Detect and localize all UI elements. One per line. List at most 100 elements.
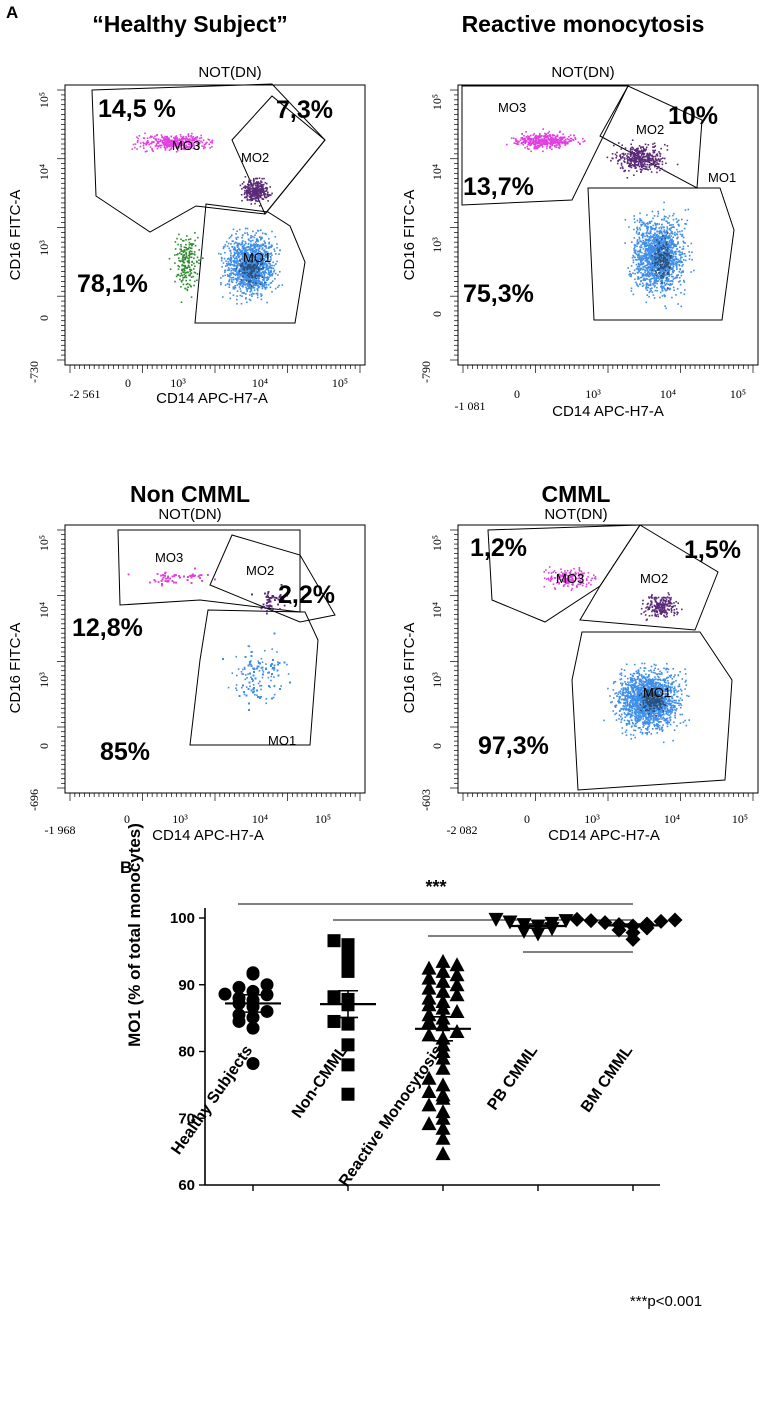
cell-event <box>627 267 629 269</box>
cell-event <box>642 261 645 264</box>
cell-event <box>555 139 557 141</box>
cell-event <box>184 137 186 140</box>
cell-event <box>249 273 252 275</box>
cell-event <box>265 196 268 199</box>
cell-event <box>679 280 681 282</box>
cell-event <box>243 255 245 258</box>
cell-event <box>668 253 670 255</box>
cell-event <box>672 214 674 217</box>
cell-event <box>193 253 196 255</box>
cell-event <box>660 257 663 259</box>
cell-event <box>144 150 147 153</box>
cell-event <box>670 224 673 226</box>
cell-event <box>175 139 178 142</box>
cell-event <box>633 249 636 252</box>
cell-event <box>260 298 263 301</box>
cell-event <box>182 256 184 259</box>
cell-event <box>566 142 568 145</box>
cell-event <box>644 242 646 245</box>
cell-event <box>688 258 691 260</box>
cell-event <box>234 241 237 244</box>
cell-event <box>252 193 254 195</box>
cell-event <box>658 245 661 248</box>
cell-event <box>187 254 190 257</box>
cell-event <box>166 146 168 149</box>
cell-event <box>260 186 263 189</box>
cell-event <box>238 252 240 254</box>
cell-event <box>640 150 643 153</box>
panel-a-label: A <box>6 3 18 22</box>
cell-event <box>532 139 534 141</box>
cell-event <box>247 263 250 265</box>
cell-event <box>629 150 632 152</box>
cell-event <box>156 140 159 143</box>
cell-event <box>181 269 184 272</box>
cell-event <box>149 135 152 138</box>
cell-event <box>237 262 239 265</box>
cell-event <box>246 268 249 270</box>
cell-event <box>264 255 266 257</box>
cell-event <box>194 265 196 268</box>
cell-event <box>516 143 519 145</box>
cell-event <box>196 273 199 275</box>
cell-event <box>266 193 269 195</box>
cell-event <box>260 180 262 182</box>
cell-event <box>633 152 635 155</box>
cell-event <box>159 140 161 143</box>
cell-event <box>187 138 189 141</box>
cell-event <box>260 254 262 256</box>
cell-event <box>636 158 638 161</box>
cell-event <box>681 265 683 267</box>
cell-event <box>636 245 638 248</box>
cell-event <box>633 215 635 217</box>
cell-event <box>200 134 202 137</box>
gate-name-mo1: MO1 <box>243 250 271 265</box>
cell-event <box>650 264 652 266</box>
cell-event <box>198 142 201 144</box>
x-axis-label: CD14 APC-H7-A <box>156 390 268 407</box>
cell-event <box>621 166 624 168</box>
cell-event <box>131 148 134 150</box>
cell-event <box>660 228 663 230</box>
cell-event <box>260 229 262 231</box>
cell-event <box>258 195 261 198</box>
cell-event <box>260 293 262 295</box>
cell-event <box>177 253 179 255</box>
cell-event <box>258 283 261 285</box>
cell-event <box>662 260 664 262</box>
cell-event <box>655 234 658 237</box>
cell-event <box>243 274 245 277</box>
cell-event <box>245 242 247 245</box>
cell-event <box>626 156 629 159</box>
cell-event <box>638 263 641 266</box>
cell-event <box>668 273 670 275</box>
cell-event <box>260 236 262 239</box>
cell-event <box>257 197 259 200</box>
cell-event <box>646 163 648 166</box>
cell-event <box>226 258 229 260</box>
cell-event <box>621 144 623 146</box>
cell-event <box>632 272 634 274</box>
cell-event <box>644 244 646 246</box>
cell-event <box>637 255 639 257</box>
cell-event <box>584 140 586 142</box>
cell-event <box>248 282 250 285</box>
cell-event <box>630 275 632 278</box>
cell-event <box>260 295 262 297</box>
cell-event <box>660 158 662 160</box>
cell-event <box>678 250 681 252</box>
cell-event <box>255 177 257 180</box>
cell-event <box>657 259 659 261</box>
cell-event <box>181 258 184 260</box>
cell-event <box>238 271 240 273</box>
cell-event <box>249 266 251 268</box>
cell-event <box>515 138 517 140</box>
cell-event <box>174 136 177 138</box>
cell-event <box>235 242 238 244</box>
cell-event <box>230 277 233 279</box>
cell-event <box>144 132 146 135</box>
cell-event <box>255 245 257 247</box>
cell-event <box>680 253 683 256</box>
cell-event <box>251 198 253 200</box>
cell-event <box>236 253 239 255</box>
